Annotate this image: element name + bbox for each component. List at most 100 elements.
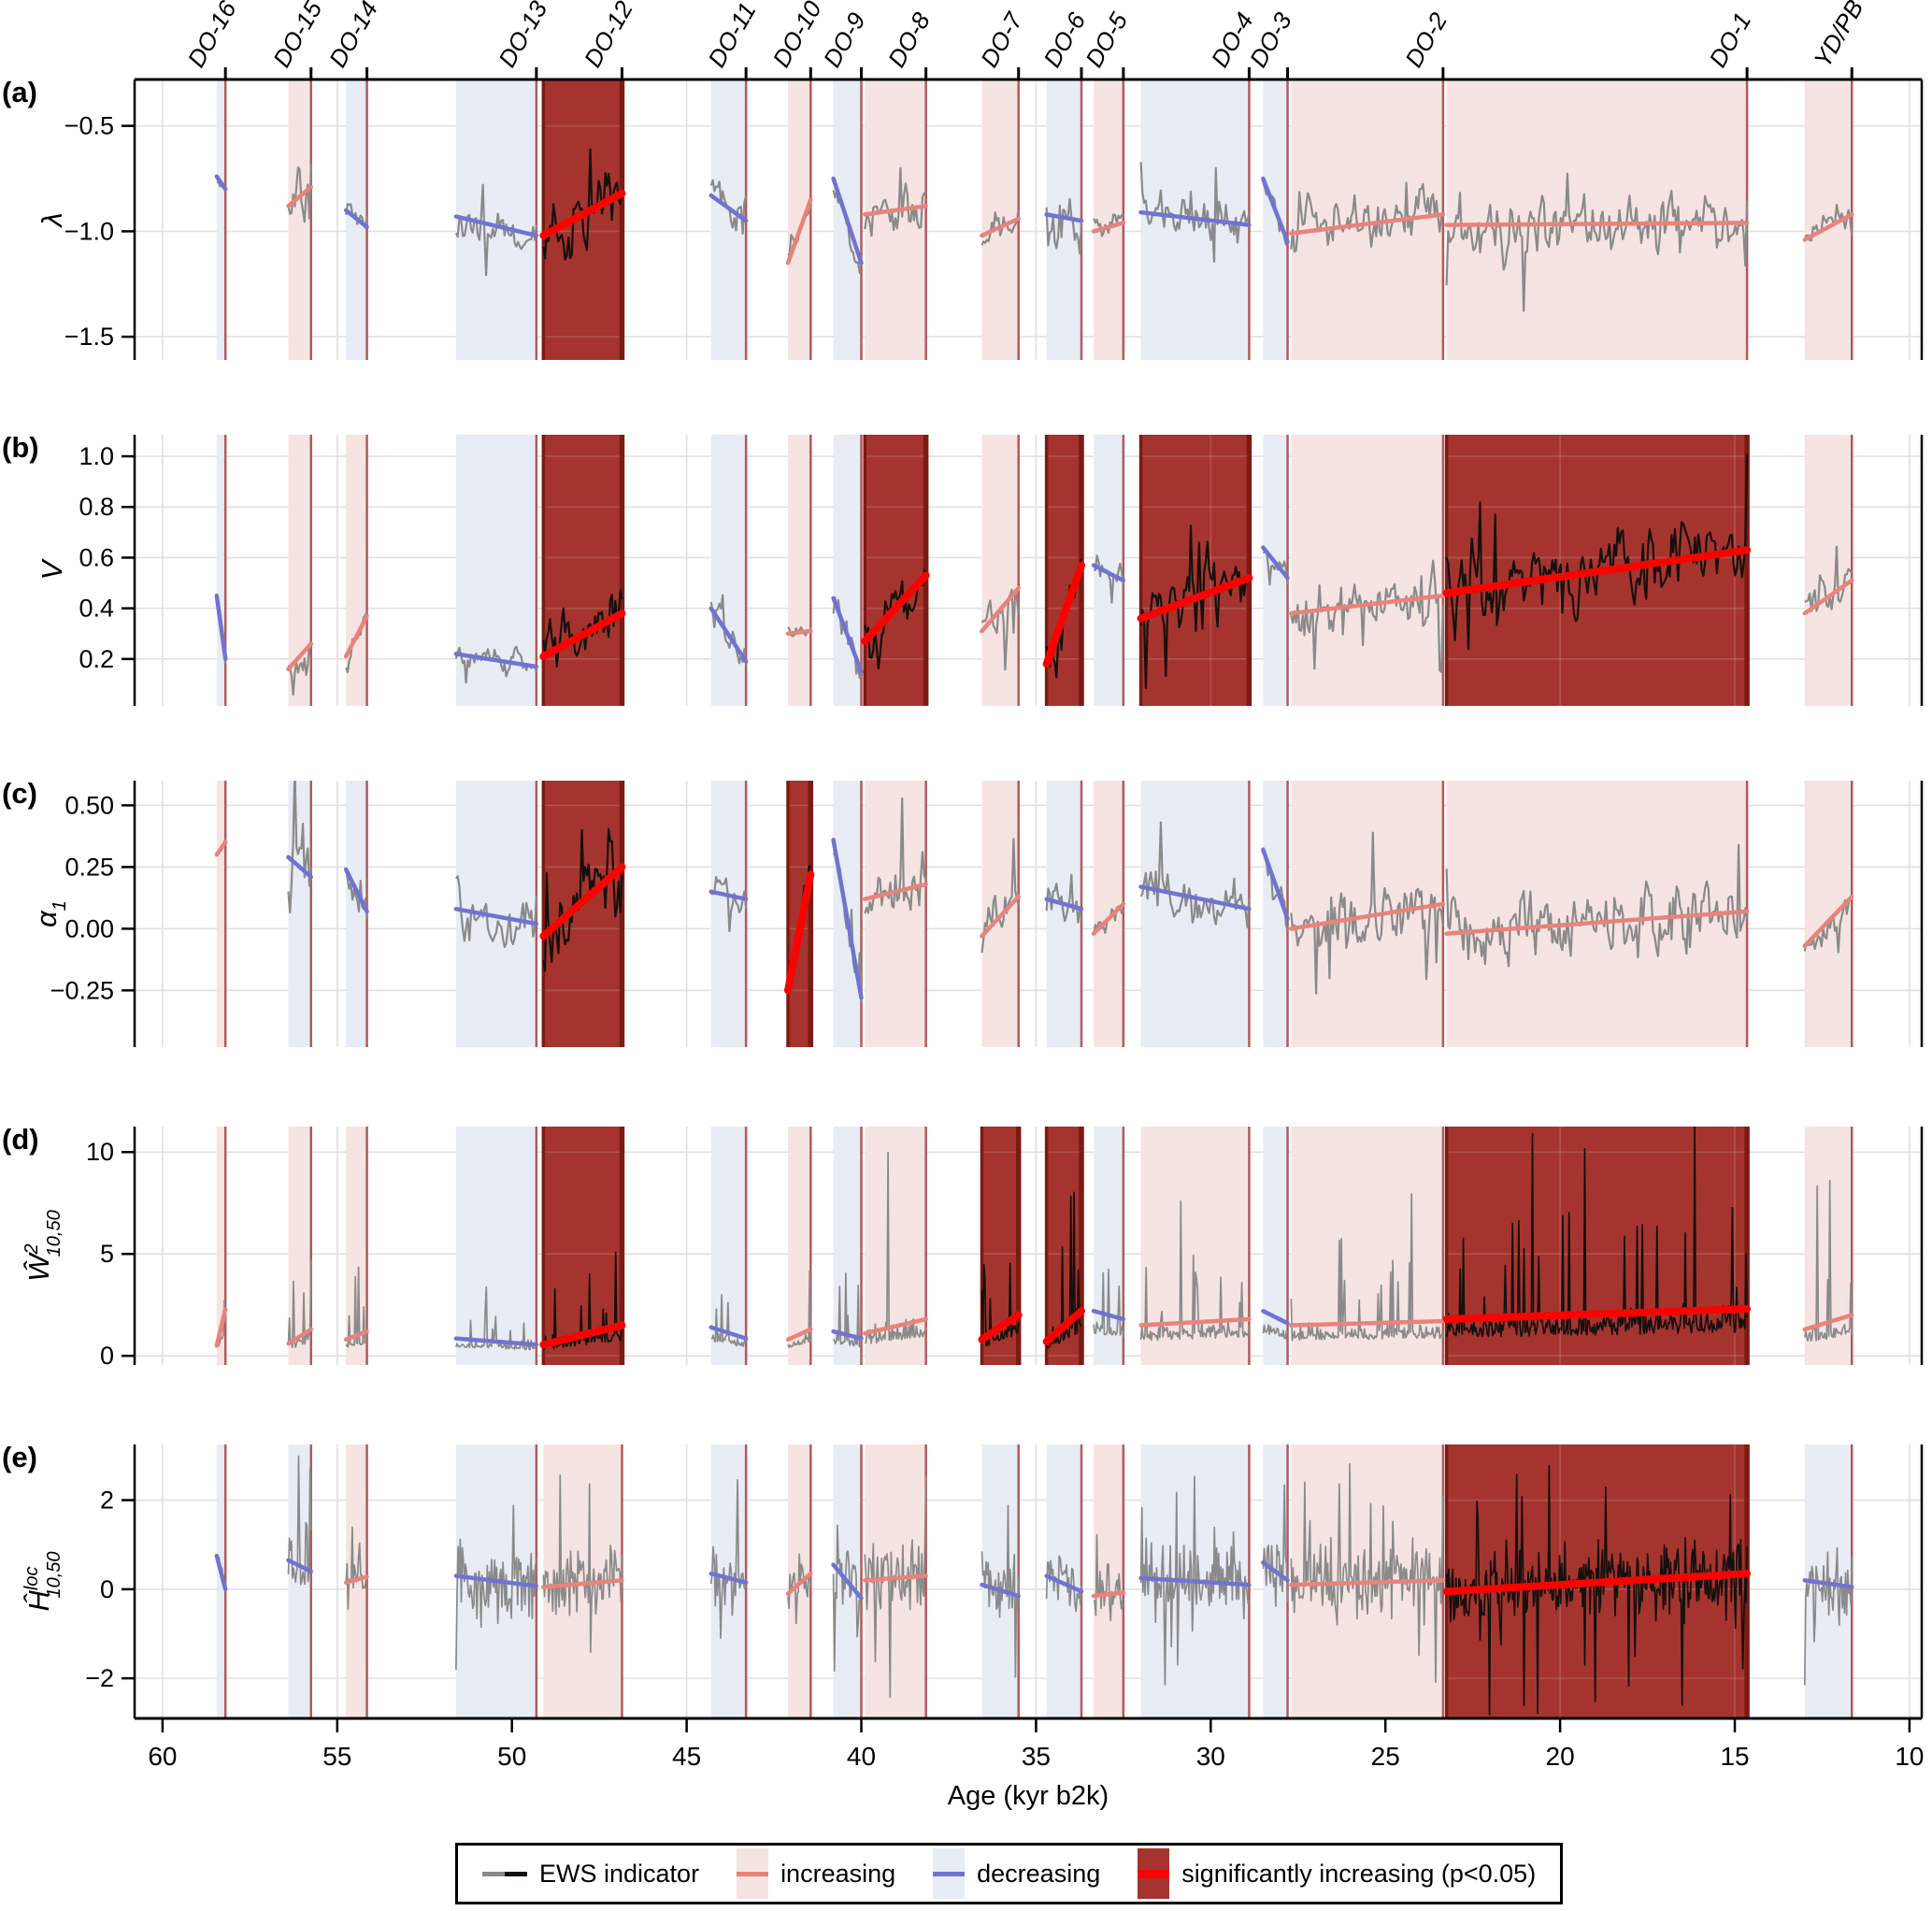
panel-e-axis: 2 0 −2	[85, 1444, 1924, 1718]
svg-text:1.0: 1.0	[79, 442, 114, 470]
panel-a-axis: −0.5 −1.0 −1.5	[64, 79, 1924, 360]
panel-a-band-DO-11	[710, 79, 747, 360]
event-label-DO-16: DO-16	[181, 0, 242, 72]
panel-a-band-DO-15	[288, 79, 311, 360]
legend-label-significant: significantly increasing (p<0.05)	[1181, 1859, 1537, 1888]
panel-c-band-DO-14	[346, 781, 367, 1047]
svg-text:40: 40	[847, 1742, 876, 1771]
panel-d-band-DO-3	[1263, 1127, 1288, 1365]
svg-text:50: 50	[497, 1742, 526, 1771]
panel-c-band-DO-2	[1291, 781, 1443, 1047]
panel-a-y-axis-label: λ	[36, 212, 68, 228]
panel-c-band-YD-PB	[1804, 781, 1853, 1047]
panel-e-label: (e)	[2, 1441, 37, 1473]
svg-text:0.2: 0.2	[79, 645, 114, 673]
panel-d-y-axis-label: Ŵ2 10,50	[21, 1210, 64, 1281]
event-label-DO-14: DO-14	[323, 0, 383, 72]
legend-label-decreasing: decreasing	[977, 1859, 1101, 1888]
event-label-DO-6: DO-6	[1038, 7, 1091, 72]
svg-text:−1.5: −1.5	[64, 323, 114, 351]
panel-a-band-DO-16	[216, 79, 226, 360]
panel-d-axis: 10 5 0	[86, 1127, 1924, 1370]
x-axis-title: Age (kyr b2k)	[948, 1781, 1109, 1811]
svg-text:15: 15	[1720, 1742, 1749, 1771]
panel-c-label: (c)	[2, 777, 37, 810]
panel-b-band-DO-7	[981, 435, 1019, 706]
panel-b-y-axis-label: V	[36, 557, 68, 580]
panel-c-band-DO-8	[865, 781, 926, 1047]
panel-b: 1.0 0.8 0.6 0.4 0.2 (b) V	[2, 431, 1924, 706]
svg-text:−1.0: −1.0	[64, 217, 114, 245]
panel-e-y-axis-label: Ĥloc 10,50	[21, 1551, 64, 1611]
panel-b-band-DO-12	[543, 435, 623, 706]
panel-d-label: (d)	[2, 1123, 39, 1156]
legend-item-ews-indicator: EWS indicator	[482, 1860, 699, 1889]
panel-d: 10 5 0 (d) Ŵ2 10,50	[2, 1123, 1924, 1370]
chart-canvas: −0.5−1.0−1.5(a)λ1.00.80.60.40.2(b)V0.500…	[2, 0, 1924, 1811]
event-label-DO-2: DO-2	[1399, 7, 1453, 72]
panel-b-band-DO-10	[788, 435, 811, 706]
panel-a-band-DO-10	[788, 79, 811, 360]
panel-c: 0.50 0.25 0.00 −0.25 (c) α1	[2, 777, 1924, 1047]
svg-text:55: 55	[322, 1742, 351, 1771]
panel-b-band-DO-11	[710, 435, 747, 706]
panel-a: −0.5 −1.0 −1.5 (a) λ	[2, 76, 1924, 360]
panel-c-y-axis-label: α1	[30, 900, 70, 927]
panel-b-trends	[214, 545, 1854, 674]
event-label-DO-15: DO-15	[267, 0, 328, 72]
svg-text:−2: −2	[85, 1664, 114, 1692]
legend-item-significant: significantly increasing (p<0.05)	[1138, 1848, 1536, 1899]
legend-item-decreasing: decreasing	[933, 1848, 1100, 1899]
panel-b-label: (b)	[2, 431, 39, 464]
panel-c-band-DO-16	[216, 781, 226, 1047]
panel-d-bands	[216, 1127, 1853, 1365]
panel-b-band-DO-2	[1291, 435, 1443, 706]
panel-c-axis: 0.50 0.25 0.00 −0.25	[50, 781, 1924, 1047]
svg-text:10: 10	[1895, 1742, 1924, 1771]
legend-label-ews-indicator: EWS indicator	[539, 1859, 700, 1888]
panel-a-label: (a)	[2, 76, 37, 108]
event-label-DO-7: DO-7	[975, 7, 1029, 72]
decreasing-swatch-icon	[933, 1848, 966, 1899]
panel-d-trends	[214, 1305, 1854, 1349]
svg-text:−0.25: −0.25	[50, 976, 114, 1004]
panel-e-band-DO-16	[216, 1444, 226, 1718]
event-label-DO-13: DO-13	[493, 0, 553, 72]
svg-text:10: 10	[86, 1138, 114, 1166]
panel-c-band-DO-3	[1263, 781, 1288, 1047]
event-label-DO-8: DO-8	[882, 7, 936, 72]
svg-text:0.8: 0.8	[79, 493, 114, 521]
ews-indicator-line-icon	[482, 1871, 527, 1876]
panel-c-band-DO-15	[288, 781, 311, 1047]
panel-b-band-DO-6	[1046, 435, 1082, 706]
panel-c-band-DO-12	[543, 781, 623, 1047]
svg-text:20: 20	[1546, 1742, 1575, 1771]
event-label-DO-9: DO-9	[818, 7, 871, 72]
event-label-DO-3: DO-3	[1244, 7, 1297, 72]
panel-b-band-DO-4	[1140, 435, 1250, 706]
event-label-DO-1: DO-1	[1703, 7, 1756, 72]
significantly-increasing-swatch-icon	[1138, 1848, 1170, 1899]
event-label-DO-12: DO-12	[579, 0, 639, 72]
panel-b-band-DO-16	[216, 435, 226, 706]
svg-text:0.50: 0.50	[64, 791, 114, 819]
panel-e-trends	[214, 1553, 1854, 1601]
panel-b-axis: 1.0 0.8 0.6 0.4 0.2	[79, 435, 1924, 706]
svg-text:0.25: 0.25	[64, 853, 114, 881]
event-label-YD-PB: YD/PB	[1808, 0, 1868, 72]
legend-label-increasing: increasing	[780, 1859, 896, 1888]
event-label-DO-10: DO-10	[767, 0, 828, 72]
event-label-DO-5: DO-5	[1080, 7, 1133, 72]
svg-text:5: 5	[100, 1240, 114, 1268]
svg-text:35: 35	[1022, 1742, 1051, 1771]
panel-a-band-DO-2	[1291, 79, 1443, 360]
svg-text:0.6: 0.6	[79, 543, 114, 571]
svg-text:−0.5: −0.5	[64, 112, 114, 140]
panel-c-band-DO-5	[1094, 781, 1123, 1047]
panel-a-trends	[214, 174, 1854, 266]
svg-text:60: 60	[148, 1742, 177, 1771]
panel-e: 2 0 −2 (e) Ĥloc 10,50	[2, 1441, 1924, 1718]
x-axis: 60 55 50 45 40 35 30 25 20 15 10 Age (kyr b2k)	[135, 1717, 1924, 1811]
